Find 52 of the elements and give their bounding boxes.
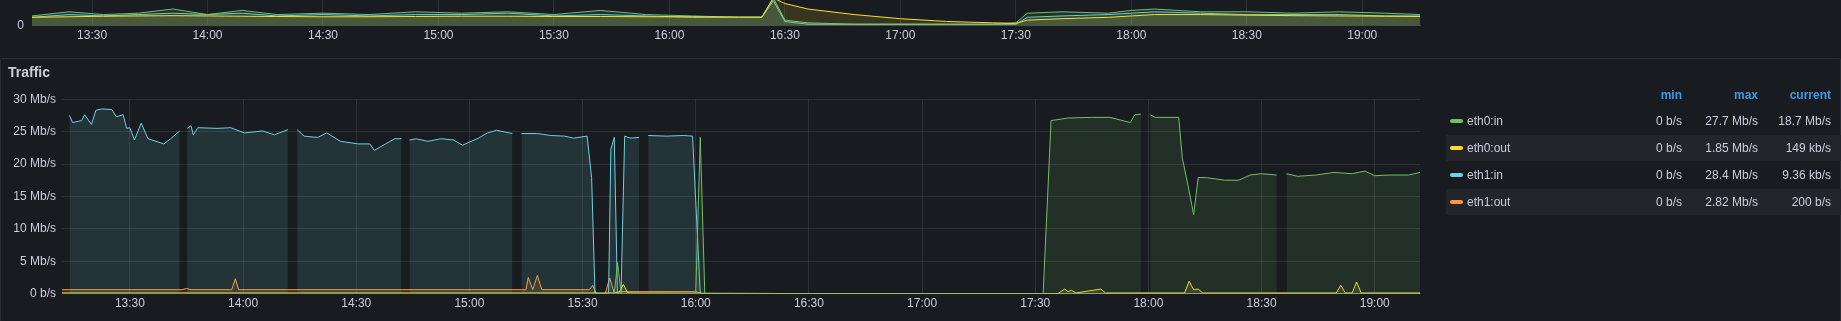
x-tick-label: 18:30 (1231, 28, 1263, 43)
text: 28.4 Mb/s (1705, 168, 1758, 182)
x-tick-label: 17:00 (885, 28, 916, 43)
text: max (1733, 88, 1758, 102)
x-tick-label: 16:00 (654, 28, 685, 43)
y-tick-label: 10 Mb/s (13, 221, 56, 236)
x-tick-label: 13:30 (77, 28, 108, 43)
x-tick-label: 15:30 (567, 296, 598, 311)
x-tick-label: 17:00 (907, 296, 938, 311)
text: 0 b/s (1655, 167, 1682, 184)
x-tick-label: 15:00 (423, 28, 454, 43)
x-tick-label: 16:30 (769, 28, 801, 43)
text: 9.36 kb/s (1782, 168, 1831, 182)
x-tick-label: 14:30 (307, 28, 339, 43)
text: 18.7 Mb/s (1778, 114, 1831, 128)
text: 0 b/s (1655, 194, 1682, 211)
text: current (1789, 88, 1831, 102)
x-tick-label: 19:00 (1359, 296, 1391, 311)
x-tick-label: 13:30 (114, 296, 146, 311)
legend-label: eth0:out (1467, 140, 1511, 157)
x-tick-label: 17:30 (1000, 28, 1032, 43)
legend-label: eth1:in (1467, 167, 1504, 184)
x-tick-label: 14:30 (341, 296, 372, 311)
x-tick-label: 16:00 (680, 296, 712, 311)
x-tick-label: 14:00 (228, 296, 259, 311)
text: 2.82 Mb/s (1705, 195, 1758, 209)
x-tick-label: 15:30 (538, 28, 570, 43)
text: 1.85 Mb/s (1705, 141, 1758, 155)
legend-label: eth0:in (1467, 113, 1504, 130)
text: 0 b/s (1655, 113, 1682, 130)
text: min (1659, 88, 1682, 102)
text: 200 b/s (1791, 195, 1831, 209)
y-tick-label: 5 Mb/s (19, 253, 56, 268)
legend-label: eth1:out (1467, 194, 1511, 211)
text: 0 b/s (1655, 140, 1682, 157)
x-tick-label: 19:00 (1347, 28, 1378, 43)
text: 0 (17, 17, 25, 32)
x-tick-label: 18:30 (1246, 296, 1277, 311)
x-tick-label: 14:00 (192, 28, 223, 43)
x-tick-label: 17:30 (1020, 296, 1051, 311)
x-tick-label: 16:30 (793, 296, 825, 311)
chart-title: Traffic (8, 64, 51, 80)
y-tick-label: 20 Mb/s (13, 156, 56, 171)
text: 27.7 Mb/s (1705, 114, 1758, 128)
x-tick-label: 18:00 (1116, 28, 1147, 43)
y-tick-label: 30 Mb/s (13, 91, 56, 106)
y-tick-label: 0 b/s (29, 285, 56, 300)
y-tick-label: 25 Mb/s (13, 123, 56, 138)
text: 149 kb/s (1785, 141, 1831, 155)
y-tick-label: 15 Mb/s (13, 188, 56, 203)
x-tick-label: 15:00 (454, 296, 485, 311)
x-tick-label: 18:00 (1133, 296, 1164, 311)
